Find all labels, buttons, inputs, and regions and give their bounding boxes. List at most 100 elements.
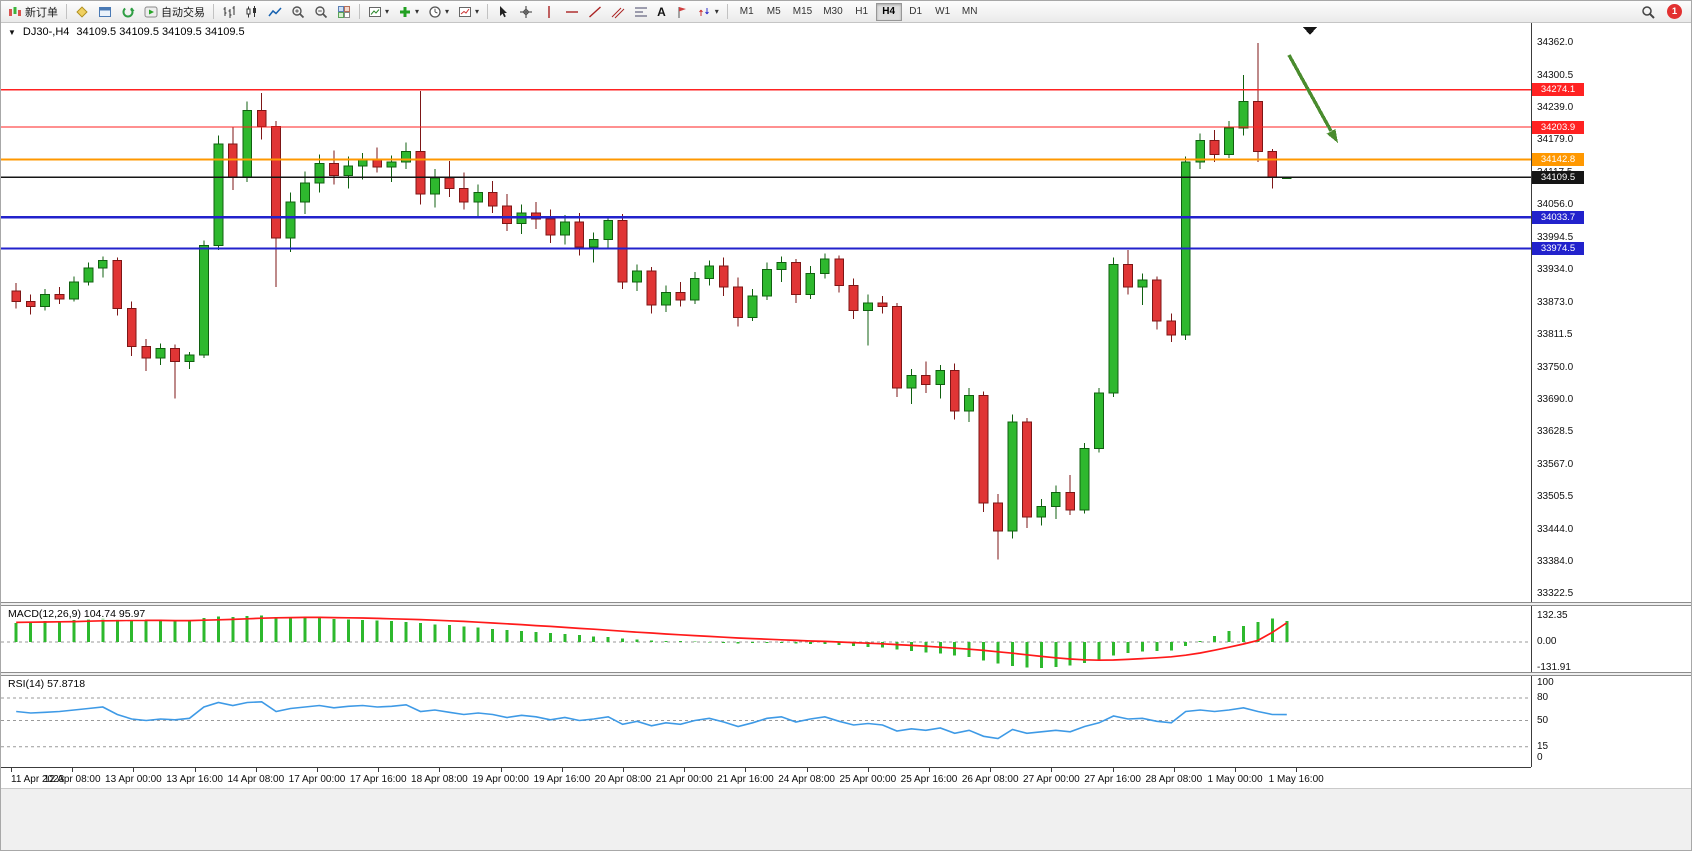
template-chart-icon — [459, 6, 472, 17]
price-axis[interactable]: 34362.034300.534239.034179.034117.534056… — [1531, 23, 1691, 602]
indicators-list-button[interactable]: ▾ — [364, 2, 393, 22]
pane-divider[interactable] — [1, 602, 1691, 606]
search-button[interactable] — [1637, 2, 1659, 22]
toolbar-separator — [213, 4, 214, 19]
text-tool-button[interactable]: A — [653, 2, 670, 22]
add-indicator-plus-icon — [400, 6, 411, 17]
timeframe-button-w1[interactable]: W1 — [930, 3, 956, 21]
time-axis-label: 19 Apr 00:00 — [472, 774, 529, 785]
time-axis-label: 13 Apr 00:00 — [105, 774, 162, 785]
price-tick: 34300.5 — [1537, 69, 1574, 81]
toolbar-right: 1 — [1637, 2, 1690, 22]
price-level-label: 34274.1 — [1532, 83, 1584, 97]
time-tick — [929, 768, 930, 772]
main-price-chart[interactable] — [1, 23, 1531, 602]
metaeditor-button[interactable] — [71, 2, 93, 22]
time-tick — [1112, 768, 1114, 772]
cursor-button[interactable] — [492, 2, 514, 22]
price-tick: 34239.0 — [1537, 102, 1574, 114]
timeframe-button-m15[interactable]: M15 — [788, 3, 817, 21]
macd-indicator-chart[interactable] — [1, 606, 1531, 672]
crosshair-button[interactable] — [515, 2, 537, 22]
tile-windows-button[interactable] — [333, 2, 355, 22]
horizontal-line-tool-button[interactable] — [561, 2, 583, 22]
timeframe-button-m5[interactable]: M5 — [761, 3, 787, 21]
line-chart-icon — [268, 6, 282, 16]
time-axis-label: 17 Apr 00:00 — [288, 774, 346, 785]
arrow-objects-icon — [698, 7, 709, 16]
autotrading-button[interactable]: 自动交易 — [140, 2, 209, 22]
bars-chart-button[interactable] — [218, 2, 240, 22]
price-tick: 33505.5 — [1537, 491, 1574, 503]
timeframe-button-h1[interactable]: H1 — [849, 3, 875, 21]
time-axis-label: 24 Apr 08:00 — [778, 774, 835, 785]
time-axis-label: 21 Apr 16:00 — [717, 774, 774, 785]
channel-icon — [611, 7, 625, 18]
rsi-axis-tick: 0 — [1537, 752, 1543, 763]
fibonacci-tool-button[interactable] — [630, 2, 652, 22]
time-tick — [72, 768, 74, 772]
new-order-button[interactable]: 新订单 — [4, 2, 62, 22]
time-axis-label: 14 Apr 08:00 — [227, 774, 285, 785]
price-tick: 34362.0 — [1537, 37, 1574, 49]
timeframe-button-d1[interactable]: D1 — [903, 3, 929, 21]
time-tick — [1051, 768, 1053, 772]
crosshair-icon — [520, 5, 533, 18]
timeframe-button-m1[interactable]: M1 — [734, 3, 760, 21]
time-axis-label: 21 Apr 00:00 — [655, 774, 713, 785]
strategy-tester-button[interactable] — [117, 2, 139, 22]
price-level-label: 34033.7 — [1532, 210, 1584, 224]
toolbar: 新订单 自动交易 — [1, 1, 1691, 23]
arrows-tool-button[interactable]: ▾ — [694, 2, 723, 22]
notification-badge[interactable]: 1 — [1667, 4, 1682, 19]
candles-chart-button[interactable] — [241, 2, 263, 22]
time-axis[interactable]: 11 Apr 2023 12 Apr 08:00 13 Apr 00:00 13 Ap… — [1, 767, 1531, 788]
price-tick: 34179.0 — [1537, 134, 1574, 146]
new-order-icon — [9, 6, 21, 16]
horizontal-line-icon — [566, 10, 579, 13]
zoom-in-button[interactable] — [287, 2, 309, 22]
add-indicator-button[interactable]: ▾ — [394, 2, 423, 22]
macd-axis[interactable]: 132.35 0.00 -131.91 — [1531, 606, 1691, 673]
periods-dropdown-button[interactable]: ▾ — [424, 2, 453, 22]
price-tick: 33322.5 — [1537, 588, 1574, 600]
clock-icon — [429, 5, 441, 18]
time-tick — [255, 768, 257, 772]
time-tick — [1235, 768, 1236, 772]
timeframe-button-h4[interactable]: H4 — [875, 2, 902, 21]
rsi-axis[interactable]: 100 80 50 15 0 — [1531, 676, 1691, 767]
zoom-out-button[interactable] — [310, 2, 332, 22]
trend-arrow-annotation — [1287, 54, 1338, 143]
symbol-period-label: DJ30-,H4 — [22, 26, 70, 38]
price-tick: 33628.5 — [1537, 426, 1574, 438]
line-chart-button[interactable] — [264, 2, 286, 22]
time-tick — [623, 768, 624, 772]
flag-label-icon — [678, 6, 686, 18]
pane-divider[interactable] — [1, 672, 1691, 676]
timeframe-button-m30[interactable]: M30 — [818, 3, 847, 21]
ohlc-toggle-icon[interactable]: ▼ — [8, 27, 16, 37]
vertical-line-tool-button[interactable] — [538, 2, 560, 22]
label-tool-button[interactable] — [671, 2, 693, 22]
time-axis-label: 11 Apr 2023 — [11, 774, 65, 785]
toolbar-separator — [487, 4, 489, 19]
price-level-label: 34109.5 — [1532, 170, 1584, 184]
autotrading-play-icon — [144, 6, 158, 17]
rsi-indicator-chart[interactable] — [1, 676, 1531, 767]
macd-label: MACD(12,26,9) 104.74 95.97 — [8, 608, 146, 620]
price-tick: 33690.0 — [1537, 393, 1574, 405]
timeframe-button-mn[interactable]: MN — [957, 3, 983, 21]
macd-axis-tick: 0.00 — [1537, 636, 1557, 647]
time-tick — [1173, 768, 1175, 772]
chart-shift-marker — [1303, 27, 1317, 35]
time-tick — [133, 768, 135, 772]
zoom-in-icon — [292, 5, 305, 18]
time-tick — [317, 768, 318, 772]
trendline-tool-button[interactable] — [584, 2, 606, 22]
price-level-label: 34203.9 — [1532, 120, 1584, 134]
time-axis-label: 18 Apr 08:00 — [411, 774, 468, 785]
terminal-button[interactable] — [94, 2, 116, 22]
templates-button[interactable]: ▾ — [454, 2, 483, 22]
channel-tool-button[interactable] — [607, 2, 629, 22]
toolbar-separator — [66, 4, 67, 19]
